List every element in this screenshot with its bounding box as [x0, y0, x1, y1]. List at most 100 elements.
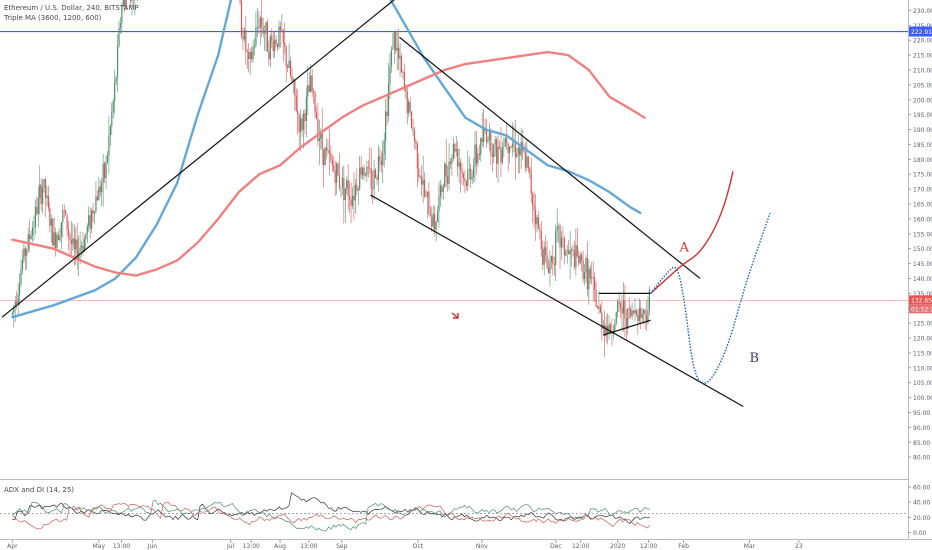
candle-body: [361, 167, 364, 176]
candle-body: [581, 254, 583, 261]
candle-body: [530, 171, 532, 194]
candle-body: [72, 238, 74, 244]
candle-body: [353, 195, 355, 201]
candle-body: [245, 30, 247, 52]
y-tick-label: 225.00: [913, 23, 932, 30]
candle-body: [516, 154, 518, 157]
candle-body: [439, 185, 442, 197]
y-tick-label: 110.00: [913, 365, 932, 372]
candle-body: [268, 51, 270, 60]
candle-body: [511, 143, 514, 148]
candle-body: [529, 167, 531, 172]
candle-body: [416, 142, 418, 169]
candle-body: [248, 51, 250, 60]
candle-body: [274, 39, 276, 51]
candle-body: [112, 100, 114, 112]
time-axis[interactable]: Apr May 13:00 Jun Jul 13:00 Aug 13:00 Sep Oct Nov D…: [7, 540, 803, 550]
candle-body: [527, 156, 529, 168]
candle-body: [37, 198, 39, 215]
y-tick-label: 195.00: [913, 112, 932, 119]
candle-body: [570, 249, 573, 251]
candle-body: [536, 217, 538, 225]
y-tick-label: 160.00: [913, 216, 932, 223]
adx-legend[interactable]: ADX and DI (14, 25): [4, 486, 74, 494]
candle-body: [431, 216, 433, 227]
trendline-1: [1, 0, 395, 318]
y-tick-label: 95.00: [913, 410, 930, 417]
candle-body: [506, 138, 508, 144]
candle-body: [628, 308, 630, 309]
symbol-title[interactable]: Ethereum / U.S. Dollar, 240, BITSTAMP: [4, 4, 139, 12]
candle-body: [83, 239, 86, 252]
x-tick-label: 13:00: [243, 543, 260, 550]
candle-body: [451, 157, 453, 164]
level-label-bg: [909, 26, 932, 37]
candle-body: [386, 111, 388, 117]
candle-body: [464, 178, 466, 182]
candle-body: [598, 306, 600, 309]
candle-body: [284, 42, 286, 47]
candle-body: [89, 215, 91, 229]
candle-body: [95, 196, 97, 212]
y-tick-label: 205.00: [913, 82, 932, 89]
candle-body: [434, 213, 436, 230]
candle-body: [496, 139, 498, 164]
candle-body: [323, 149, 325, 166]
indicator-tick-label: 60.00: [913, 485, 930, 492]
candle-body: [300, 118, 302, 133]
di-plus-line: [12, 500, 650, 532]
candle-body: [438, 196, 440, 212]
y-tick-label: 120.00: [913, 336, 932, 343]
candle-body: [265, 22, 267, 34]
candle-body: [66, 214, 68, 230]
candle-body: [455, 148, 457, 152]
candle-body: [640, 307, 642, 318]
candle-body: [415, 140, 417, 143]
y-tick-label: 230.00: [913, 8, 932, 15]
price-label-bg: [909, 295, 932, 305]
candle-body: [634, 310, 636, 313]
candle-body: [647, 310, 649, 323]
candle-body: [79, 247, 81, 252]
candle-body: [108, 136, 110, 156]
candle-body: [599, 306, 601, 313]
candle-body: [294, 79, 296, 97]
candle-body: [568, 250, 570, 255]
candle-body: [611, 333, 613, 334]
candle-body: [116, 46, 119, 78]
candle-body: [36, 206, 38, 215]
candle-body: [56, 234, 58, 248]
candle-body: [282, 30, 284, 43]
candle-body: [310, 75, 312, 92]
candle-body: [447, 176, 449, 184]
ma-legend[interactable]: Triple MA (3600, 1200, 600): [4, 14, 102, 22]
trendline-5: [603, 319, 651, 336]
candle-body: [377, 156, 380, 180]
candle-body: [17, 294, 19, 304]
x-tick-label: Nov: [476, 543, 488, 550]
candle-body: [632, 310, 635, 313]
candle-body: [321, 133, 323, 150]
candle-body: [305, 96, 307, 122]
candle-body: [444, 163, 446, 188]
candle-body: [121, 5, 123, 24]
candle-body: [552, 255, 554, 264]
candle-body: [630, 308, 632, 317]
candle-body: [504, 138, 506, 147]
candle-body: [374, 169, 377, 178]
candle-body: [615, 312, 617, 324]
candle-body: [109, 126, 111, 137]
candle-body: [24, 248, 26, 256]
candle-body: [503, 146, 505, 148]
candle-body: [75, 239, 77, 250]
candle-body: [279, 26, 282, 31]
candle-body: [52, 218, 54, 246]
projection-1: [650, 171, 734, 294]
countdown-label: 01:52:27: [911, 306, 932, 313]
candle-body: [547, 267, 550, 274]
candle-body: [292, 79, 295, 81]
candle-body: [40, 184, 42, 205]
candle-body: [445, 163, 447, 177]
price-axis[interactable]: 230.00 225.00 220.00 215.00 210.00 205.00 200.…: [908, 8, 932, 537]
